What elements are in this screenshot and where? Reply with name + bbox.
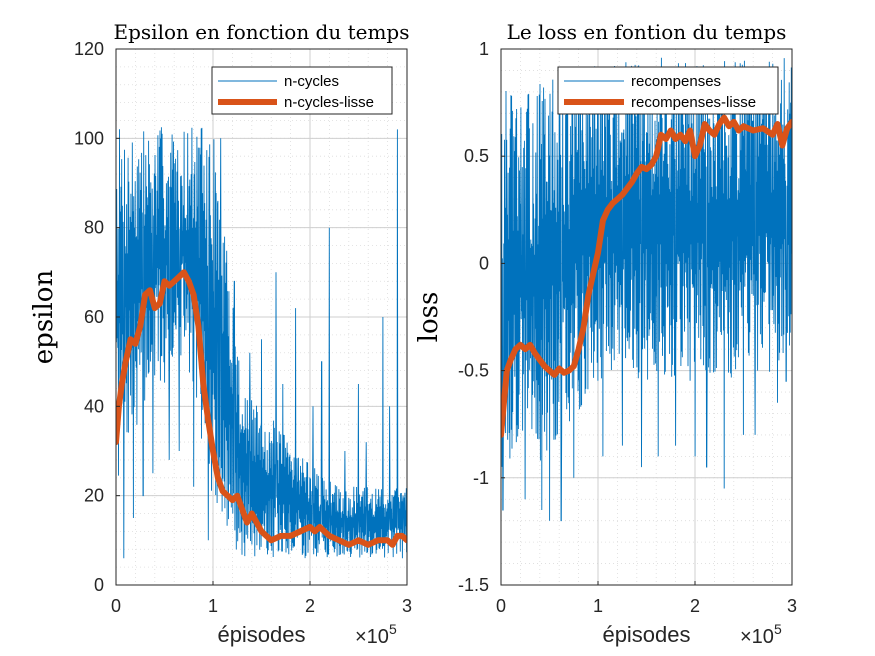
y-tick-label: 120 — [74, 39, 104, 59]
y-tick-label: -0.5 — [458, 361, 489, 381]
x-axis-exponent: ×105 — [740, 621, 782, 648]
series-layer — [116, 127, 407, 559]
series-line-n-cycles-lisse — [116, 269, 407, 548]
x-exponent-value: 5 — [774, 621, 782, 637]
y-tick-label: 60 — [84, 307, 104, 327]
axes-box — [500, 48, 793, 586]
legend: recompenses recompenses-lisse — [557, 66, 779, 115]
legend-label-n-cycles: n-cycles — [284, 73, 339, 90]
legend-box — [211, 66, 393, 115]
x-exponent-value: 5 — [389, 621, 397, 637]
legend-label-n-cycles-lisse: n-cycles-lisse — [284, 94, 374, 111]
legend-label-recompenses: recompenses — [631, 73, 721, 90]
chart-title: Epsilon en fonction du temps — [114, 20, 410, 44]
series-line-n-cycles — [116, 127, 407, 559]
x-tick-label: 3 — [402, 596, 412, 616]
x-tick-label: 1 — [593, 596, 603, 616]
series-line-recompenses — [501, 57, 792, 522]
y-tick-label: 100 — [74, 128, 104, 148]
legend-box — [557, 66, 779, 115]
x-axis-label: épisodes — [217, 622, 305, 647]
x-tick-label: 3 — [787, 596, 797, 616]
y-tick-label: 80 — [84, 218, 104, 238]
series-layer — [501, 57, 792, 522]
x-multiplier: ×10 — [740, 626, 774, 648]
y-tick-label: 1 — [479, 39, 489, 59]
y-tick-label: 0.5 — [464, 146, 489, 166]
y-tick-label: -1 — [473, 468, 489, 488]
y-tick-label: 40 — [84, 396, 104, 416]
x-axis-exponent: ×105 — [355, 621, 397, 648]
ticks: 0 1 2 3 -1.5 -1 -0.5 0 0.5 1 — [458, 39, 797, 616]
ticks: 0 1 2 3 0 20 40 60 80 100 120 — [74, 39, 412, 616]
y-tick-label: 0 — [94, 575, 104, 595]
legend: n-cycles n-cycles-lisse — [211, 66, 393, 115]
series-line-recompenses-lisse — [501, 114, 792, 438]
chart-loss: 0 1 2 3 -1.5 -1 -0.5 0 0.5 1 Le loss en fontion d… — [414, 20, 797, 648]
x-tick-label: 0 — [111, 596, 121, 616]
y-axis-label: epsilon — [29, 270, 59, 365]
y-tick-label: 20 — [84, 486, 104, 506]
x-multiplier: ×10 — [355, 626, 389, 648]
x-axis-label: épisodes — [602, 622, 690, 647]
chart-title: Le loss en fontion du temps — [507, 20, 787, 44]
x-tick-label: 2 — [305, 596, 315, 616]
y-tick-label: 0 — [479, 253, 489, 273]
chart-epsilon: 0 1 2 3 0 20 40 60 80 100 120 Epsilon en fonction … — [29, 20, 412, 648]
x-tick-label: 2 — [690, 596, 700, 616]
y-axis-label: loss — [414, 292, 444, 343]
legend-label-recompenses-lisse: recompenses-lisse — [631, 94, 756, 111]
y-tick-label: -1.5 — [458, 575, 489, 595]
x-tick-label: 0 — [496, 596, 506, 616]
x-tick-label: 1 — [208, 596, 218, 616]
